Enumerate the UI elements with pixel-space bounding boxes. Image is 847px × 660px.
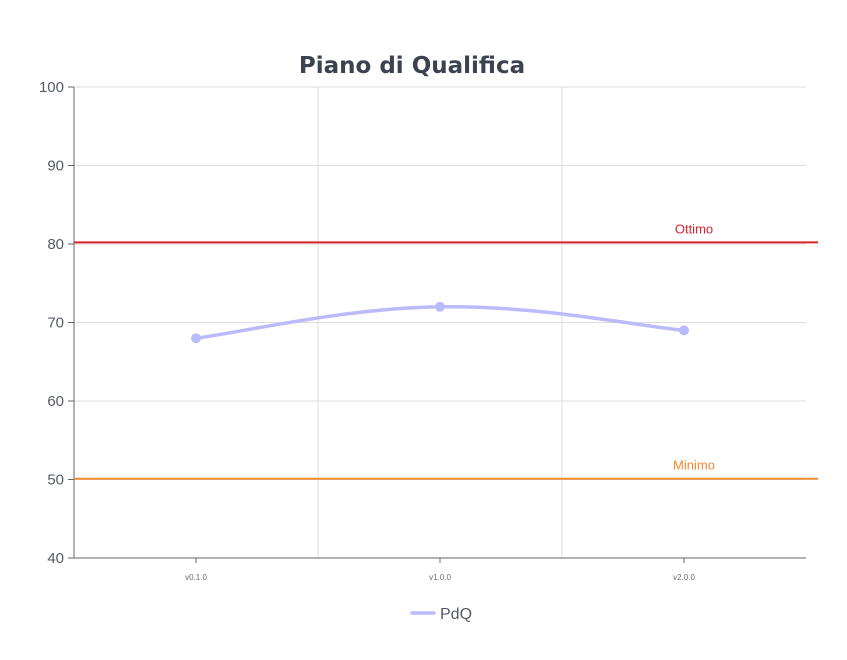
y-axis-ticks: 40 50 60 70 80 90 100 [39, 79, 74, 567]
y-tick-label: 40 [47, 550, 64, 567]
legend-label: PdQ [440, 606, 472, 623]
x-tick-label: v1.0.0 [429, 573, 451, 582]
x-axis-ticks: v0.1.0 v1.0.0 v2.0.0 [185, 558, 695, 582]
x-tick-label: v0.1.0 [185, 573, 207, 582]
y-tick-label: 70 [47, 315, 64, 332]
reference-label-minimo: Minimo [673, 458, 715, 473]
x-tick-label: v2.0.0 [673, 573, 695, 582]
y-tick-label: 60 [47, 393, 64, 410]
y-tick-label: 50 [47, 472, 64, 489]
series [191, 301, 689, 344]
legend[interactable]: PdQ [410, 606, 472, 623]
y-tick-label: 90 [47, 158, 64, 175]
reference-lines: Ottimo Minimo [74, 221, 818, 480]
chart-title: Piano di Qualifica [299, 53, 525, 79]
y-tick-label: 100 [39, 79, 64, 96]
reference-label-ottimo: Ottimo [675, 221, 713, 236]
grid [74, 86, 806, 558]
y-tick-label: 80 [47, 236, 64, 253]
data-point [435, 301, 445, 312]
data-point [679, 325, 689, 336]
data-point [191, 333, 201, 344]
